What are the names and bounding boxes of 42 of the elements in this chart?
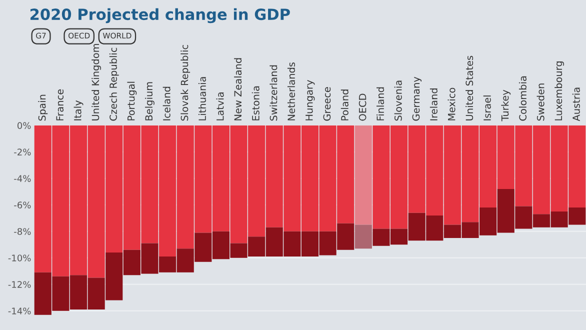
y-tick-label: -10% xyxy=(8,254,31,262)
x-tick-label: Italy xyxy=(74,100,84,120)
x-tick-label: Spain xyxy=(38,94,48,121)
x-tick-label: Estonia xyxy=(252,86,260,120)
x-tick-label: Belgium xyxy=(145,82,154,120)
x-tick-label: Finland xyxy=(376,87,384,120)
x-tick-label: Israel xyxy=(483,96,491,120)
x-tick-label: Luxembourg xyxy=(554,62,564,120)
y-tick-label: -8% xyxy=(14,228,31,235)
x-tick-label: Slovak Republic xyxy=(180,45,190,121)
x-tick-label: Portugal xyxy=(127,82,137,120)
x-tick-label: France xyxy=(56,89,64,120)
x-tick-label: Greece xyxy=(323,87,331,121)
x-tick-label: United States xyxy=(466,56,474,120)
x-tick-label: New Zealand xyxy=(234,58,242,120)
x-tick-label: Colombia xyxy=(518,76,526,121)
x-tick-label: Iceland xyxy=(162,86,170,120)
y-tick-label: -12% xyxy=(8,281,31,288)
x-tick-label: Hungary xyxy=(306,80,315,120)
y-tick-label: -2% xyxy=(14,148,31,156)
x-tick-label: Poland xyxy=(340,90,348,120)
y-tick-label: -14% xyxy=(8,308,31,314)
bar xyxy=(354,125,372,225)
chart-title: 2020 Projected change in GDP xyxy=(30,8,290,24)
y-tick-label: -6% xyxy=(14,202,31,208)
x-tick-label: Netherlands xyxy=(287,62,296,120)
x-tick-label: Switzerland xyxy=(270,65,278,121)
x-tick-label: Turkey xyxy=(501,90,511,122)
x-tick-label: Slovenia xyxy=(394,80,402,121)
y-tick-label: 0% xyxy=(17,122,31,129)
x-tick-label: Germany xyxy=(412,76,422,121)
x-tick-label: Mexico xyxy=(448,88,456,120)
x-tick-label: Latvia xyxy=(216,92,224,120)
bar xyxy=(354,224,372,249)
y-tick-label: -4% xyxy=(14,175,31,182)
x-tick-label: Lithuania xyxy=(198,77,206,120)
x-tick-label: United Kingdom xyxy=(92,44,102,120)
x-tick-label: OECD xyxy=(358,94,366,121)
x-tick-label: Sweden xyxy=(536,84,544,121)
x-tick-label: Austria xyxy=(572,88,580,122)
x-tick-label: Ireland xyxy=(430,88,438,120)
x-tick-label: Czech Republic xyxy=(109,48,119,121)
